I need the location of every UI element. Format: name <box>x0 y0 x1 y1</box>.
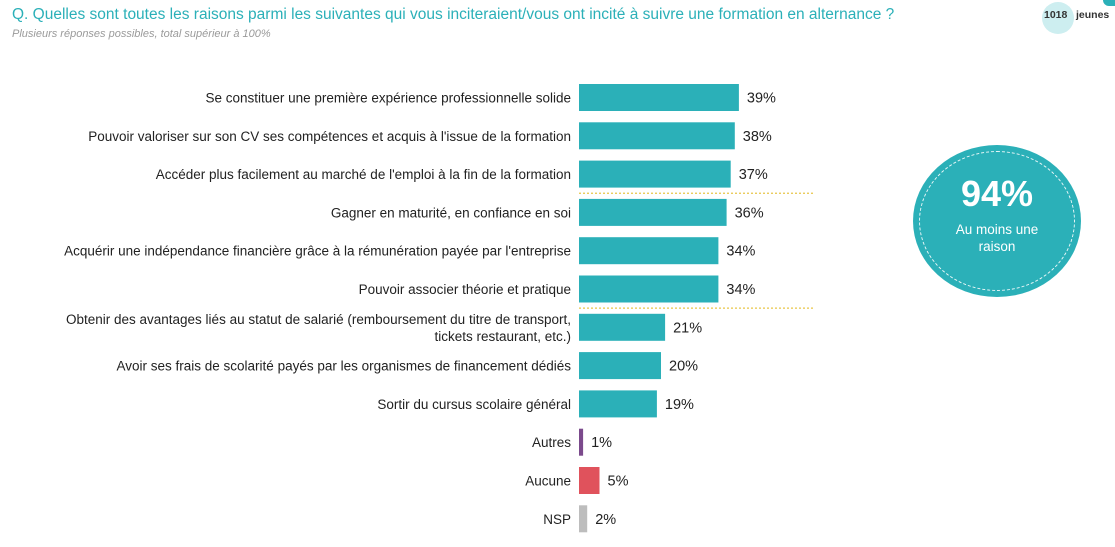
value-label-8: 20% <box>669 359 698 375</box>
kpi-circle: 94% Au moins une raison <box>913 145 1081 297</box>
bar-11 <box>579 467 600 494</box>
value-label-12: 2% <box>595 512 616 528</box>
value-label-5: 34% <box>726 244 755 260</box>
category-label-10: Autres <box>532 435 571 450</box>
category-label-9: Sortir du cursus scolaire général <box>377 397 571 412</box>
question-title: Q. Quelles sont toutes les raisons parmi… <box>12 6 895 23</box>
kpi-value: 94% <box>960 173 1034 214</box>
bar-9 <box>579 390 657 418</box>
value-label-9: 19% <box>665 397 694 413</box>
bar-6 <box>579 275 719 303</box>
bar-12 <box>579 505 588 533</box>
bar-2 <box>579 122 735 150</box>
category-label-11: Aucune <box>525 474 571 489</box>
category-label-5: Acquérir une indépendance financière grâ… <box>64 244 571 259</box>
value-label-10: 1% <box>591 435 612 451</box>
category-label-7: Obtenir des avantages liés au statut de … <box>66 312 571 344</box>
value-label-2: 38% <box>743 129 772 145</box>
bar-7 <box>579 313 666 341</box>
sample-count: 1018 <box>1044 9 1068 21</box>
value-label-11: 5% <box>608 474 629 490</box>
sample-badge <box>1042 2 1074 34</box>
category-label-2: Pouvoir valoriser sur son CV ses compéte… <box>88 129 571 144</box>
value-label-4: 36% <box>735 205 764 221</box>
category-label-4: Gagner en maturité, en confiance en soi <box>331 205 571 220</box>
corner-accent <box>1103 0 1115 6</box>
bar-5 <box>579 237 719 265</box>
value-label-6: 34% <box>726 282 755 298</box>
category-label-1: Se constituer une première expérience pr… <box>206 91 571 106</box>
bar-10 <box>579 428 584 456</box>
multiple-answers-note: Plusieurs réponses possibles, total supé… <box>12 28 271 40</box>
kpi-caption: Au moins une raison <box>955 222 1039 254</box>
bar-3 <box>579 160 731 188</box>
bar-1 <box>579 84 739 111</box>
bar-4 <box>579 198 727 226</box>
category-label-8: Avoir ses frais de scolarité payés par l… <box>117 359 572 374</box>
category-label-3: Accéder plus facilement au marché de l'e… <box>156 167 571 182</box>
category-label-6: Pouvoir associer théorie et pratique <box>359 282 571 297</box>
value-label-1: 39% <box>747 91 776 107</box>
value-label-3: 37% <box>739 167 768 183</box>
bar-8 <box>579 352 661 380</box>
kpi-dashed-ring <box>919 151 1075 291</box>
value-label-7: 21% <box>673 320 702 336</box>
category-label-12: NSP <box>543 512 571 527</box>
sample-unit: jeunes <box>1076 9 1110 21</box>
